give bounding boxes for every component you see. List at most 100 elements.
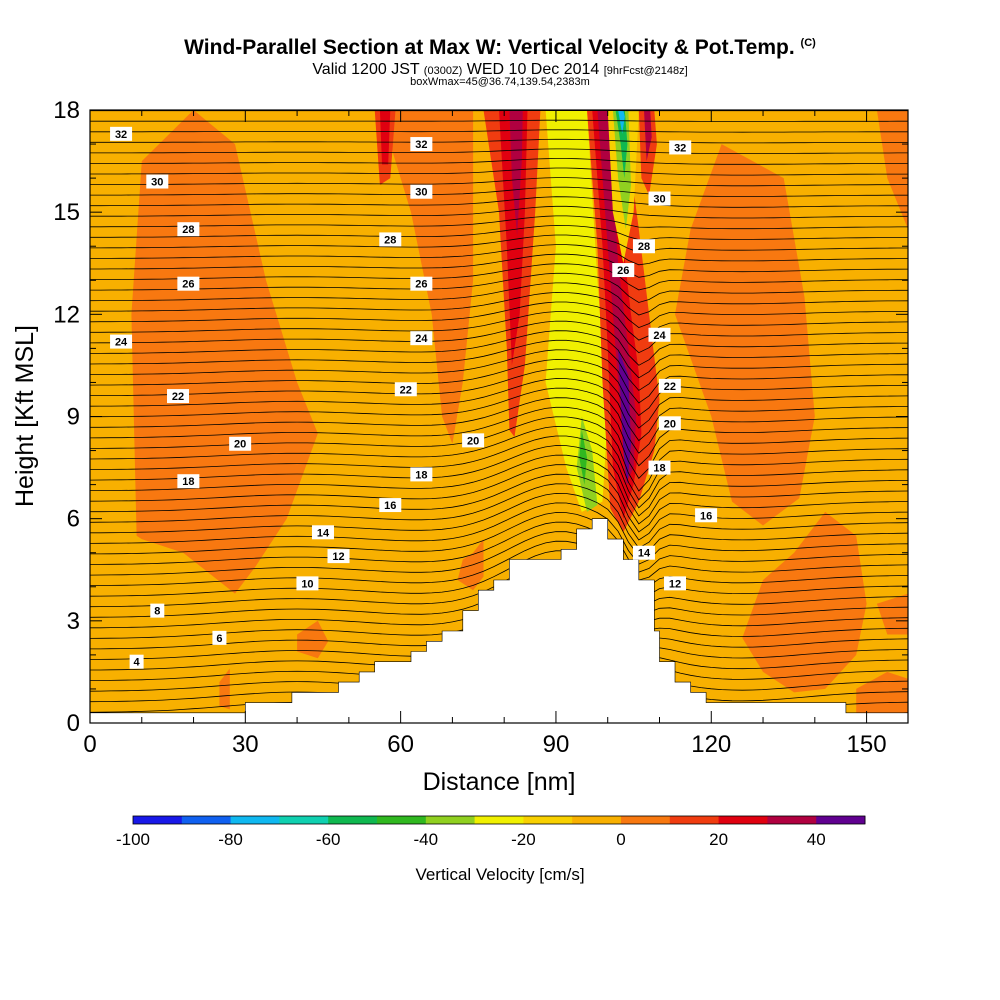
y-tick-label: 15 [53, 199, 80, 226]
velocity-contour-region [219, 668, 230, 710]
isentrope-line [90, 378, 908, 442]
theta-label-box [410, 276, 433, 291]
terrain-profile [90, 518, 908, 723]
colorbar-swatch [621, 816, 671, 824]
theta-label: 24 [653, 330, 666, 342]
x-tick-label: 150 [847, 731, 887, 758]
theta-label-box [146, 174, 169, 189]
theta-label-box [612, 263, 635, 278]
colorbar-tick-label: -100 [116, 830, 150, 849]
theta-label: 10 [301, 578, 313, 590]
colorbar-tick-label: 20 [709, 830, 728, 849]
colorbar-frame [132, 815, 866, 825]
theta-label: 22 [172, 391, 184, 403]
x-tick-label: 120 [691, 731, 731, 758]
y-tick-label: 3 [67, 608, 80, 635]
isentrope-line [90, 215, 908, 230]
theta-label-box [669, 140, 692, 155]
theta-label-box [327, 549, 350, 564]
theta-label: 28 [638, 241, 650, 253]
theta-label-box [167, 389, 190, 404]
theta-label-box [632, 545, 655, 560]
isentrope-line [90, 272, 908, 303]
isentrope-line [90, 349, 908, 404]
theta-label: 20 [664, 418, 676, 430]
colorbar-swatch [718, 816, 768, 824]
isentrope-line [90, 435, 908, 509]
theta-label-box [212, 630, 227, 645]
isentrope-line [90, 205, 908, 219]
isentrope-line [90, 196, 908, 208]
theta-label: 12 [332, 551, 344, 563]
theta-label: 30 [653, 194, 665, 206]
theta-label: 20 [234, 439, 246, 451]
chart-box-info: boxWmax=45@36.74,139.54,2383m [410, 76, 590, 88]
y-tick-label: 12 [53, 301, 80, 328]
isentrope-line [90, 291, 908, 329]
velocity-contour-region [644, 110, 652, 162]
isentrope-line [90, 512, 908, 573]
isentrope-line [90, 406, 908, 479]
x-tick-label: 90 [543, 731, 570, 758]
isentrope-line [90, 531, 908, 589]
isentrope-line [90, 397, 908, 467]
isentrope-line [90, 177, 908, 187]
isentrope-line [90, 358, 908, 417]
colorbar-tick-label: 40 [807, 830, 826, 849]
isentrope-line [90, 540, 908, 597]
theta-label: 32 [415, 139, 427, 151]
theta-label: 12 [669, 578, 681, 590]
theta-label-box [150, 603, 165, 618]
theta-label-box [658, 378, 681, 393]
theta-label: 16 [384, 500, 396, 512]
isentrope-line [90, 320, 908, 366]
theta-label: 22 [400, 384, 412, 396]
isentrope-line [90, 473, 908, 541]
theta-label-box [177, 474, 200, 489]
y-axis-title: Height [Kft MSL] [11, 325, 39, 507]
isentrope-line [90, 387, 908, 454]
isentrope-line [90, 244, 908, 266]
y-tick-label: 0 [67, 710, 80, 737]
theta-label: 14 [638, 548, 651, 560]
theta-label-box [129, 654, 144, 669]
theta-label: 24 [115, 337, 128, 349]
isentrope-line [90, 550, 908, 605]
isentrope-line [90, 521, 908, 581]
theta-label: 30 [415, 187, 427, 199]
isentrope-line [90, 445, 908, 517]
theta-label-box [410, 137, 433, 152]
isentrope-line [90, 138, 908, 144]
isentrope-line [90, 330, 908, 379]
theta-label-box [410, 467, 433, 482]
x-tick-label: 0 [83, 731, 96, 758]
theta-label: 28 [182, 224, 194, 236]
velocity-contour-region [509, 110, 523, 236]
theta-label: 22 [664, 381, 676, 393]
isentrope-line [90, 129, 908, 133]
colorbar-swatch [425, 816, 476, 824]
isentrope-line [90, 339, 908, 391]
theta-label: 16 [700, 510, 712, 522]
theta-label: 8 [154, 606, 160, 618]
theta-label-box [664, 576, 687, 591]
theta-label: 32 [115, 129, 127, 141]
theta-label-box [379, 498, 402, 513]
colorbar-swatch [230, 816, 280, 824]
theta-label: 24 [415, 333, 428, 345]
contour-labels: 3230282624222018161412108643230282624222… [110, 126, 718, 669]
theta-label-box [110, 126, 133, 141]
theta-label: 26 [415, 279, 427, 291]
theta-label-box [410, 184, 433, 199]
colorbar-swatch [474, 816, 524, 824]
colorbar-swatch [279, 816, 329, 824]
axes: 0 30 60 90 120 150 0 3 6 9 12 15 18 [53, 97, 908, 758]
velocity-contour-region [379, 110, 391, 165]
isentrope-line [90, 186, 908, 197]
colorbar-swatch [133, 816, 183, 824]
colorbar-swatch [572, 816, 622, 824]
isentrope-line [90, 301, 908, 341]
velocity-contour-region [876, 593, 908, 635]
isentrope-line [90, 224, 908, 241]
isentrope-line [90, 416, 908, 492]
